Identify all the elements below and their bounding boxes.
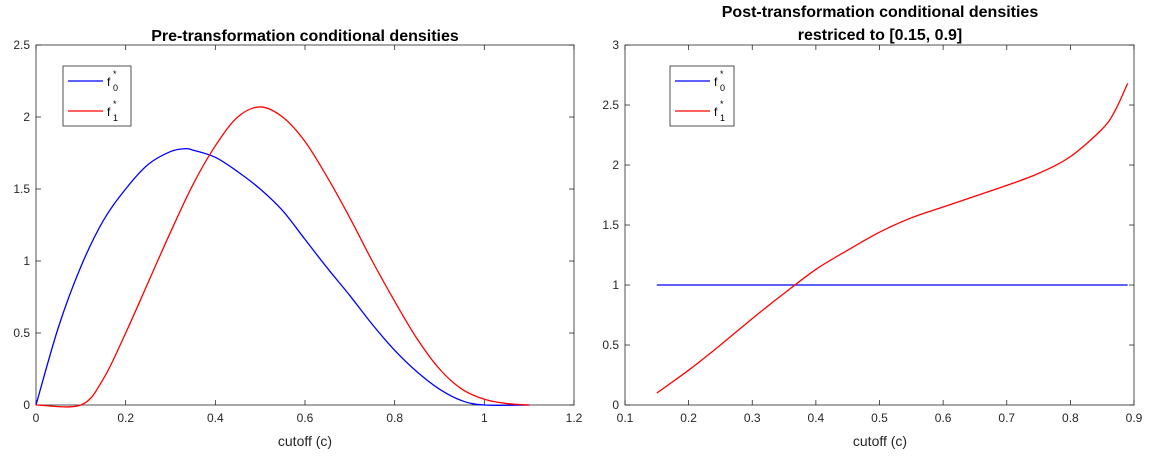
left-x-tick-label: 1: [481, 411, 488, 425]
left-y-tick-label: 1: [23, 254, 30, 268]
right-y-tick-label: 3: [612, 38, 619, 52]
right-x-tick-label: 0.5: [871, 411, 888, 425]
left-y-tick-label: 2.5: [13, 38, 30, 52]
right-x-tick-label: 0.2: [680, 411, 697, 425]
left-y-tick-label: 1.5: [13, 182, 30, 196]
left-x-tick-label: 0.2: [117, 411, 134, 425]
right-chart: Post-transformation conditional densitie…: [602, 4, 1142, 449]
left-series-line-f1: [35, 106, 530, 408]
left-x-tick-label: 1.2: [566, 411, 583, 425]
right-legend-label-1: f: [714, 105, 718, 119]
left-x-tick-label: 0.4: [207, 411, 224, 425]
left-legend-sub-1: 1: [113, 113, 118, 123]
left-legend-label-1: f: [107, 105, 111, 119]
left-legend-label-0: f: [107, 75, 111, 89]
right-legend-sub-0: 0: [720, 83, 725, 93]
left-y-tick-label: 2: [23, 110, 30, 124]
left-y-tick-label: 0.5: [13, 326, 30, 340]
right-y-tick-label: 0: [612, 398, 619, 412]
right-chart-title: Post-transformation conditional densitie…: [722, 4, 1039, 21]
right-legend-sub-1: 1: [720, 113, 725, 123]
left-chart-title: Pre-transformation conditional densities: [151, 28, 459, 45]
right-y-tick-label: 1: [612, 278, 619, 292]
left-x-tick-label: 0.8: [386, 411, 403, 425]
right-x-tick-label: 0.3: [744, 411, 761, 425]
right-x-tick-label: 0.9: [1126, 411, 1143, 425]
right-y-tick-label: 2.5: [602, 98, 619, 112]
left-legend-sup-0: *: [113, 69, 117, 79]
right-x-tick-label: 0.7: [998, 411, 1015, 425]
right-x-tick-label: 0.8: [1062, 411, 1079, 425]
right-y-tick-label: 1.5: [602, 218, 619, 232]
right-series-line-f1: [656, 83, 1129, 394]
right-legend-box: [669, 65, 735, 127]
right-y-tick-label: 0.5: [602, 338, 619, 352]
right-legend-sup-1: *: [720, 99, 724, 109]
left-y-tick-label: 0: [23, 398, 30, 412]
right-y-tick-label: 2: [612, 158, 619, 172]
right-x-tick-label: 0.4: [808, 411, 825, 425]
right-legend-label-0: f: [714, 75, 718, 89]
left-x-tick-label: 0: [33, 411, 40, 425]
left-legend-sup-1: *: [113, 99, 117, 109]
right-x-tick-label: 0.6: [935, 411, 952, 425]
right-x-tick-label: 0.1: [617, 411, 634, 425]
left-legend-box: [62, 65, 132, 127]
right-legend-sup-0: *: [720, 69, 724, 79]
left-x-tick-label: 0.6: [297, 411, 314, 425]
left-chart: Pre-transformation conditional densities…: [13, 28, 582, 449]
right-x-axis-label: cutoff (c): [853, 433, 907, 449]
left-legend-sub-0: 0: [113, 83, 118, 93]
right-chart-subtitle: restriced to [0.15, 0.9]: [798, 27, 963, 44]
left-x-axis-label: cutoff (c): [278, 433, 332, 449]
left-series-line-f0: [35, 147, 530, 406]
